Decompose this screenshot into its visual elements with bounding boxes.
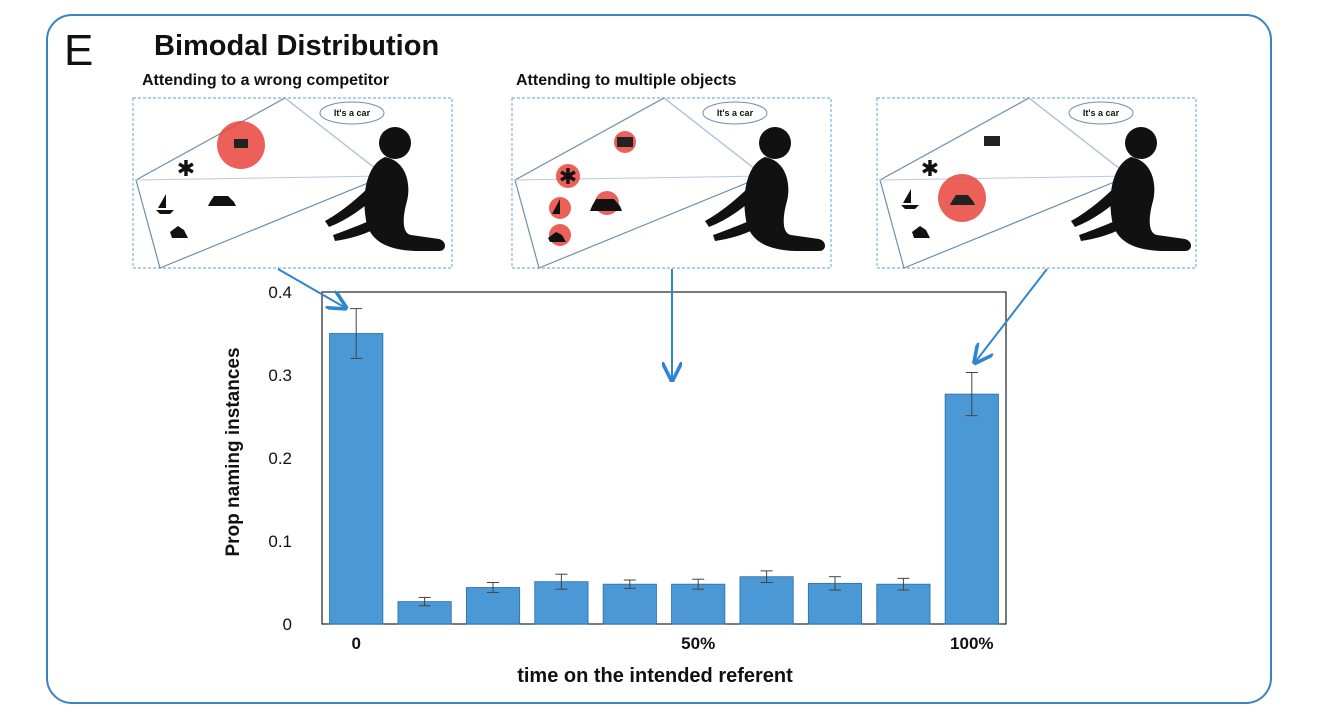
y-tick-label: 0.1 — [268, 532, 292, 551]
bar — [465, 587, 521, 625]
teddy-bear-icon: ✱ — [559, 164, 577, 189]
child-silhouette — [705, 127, 825, 251]
error-bar — [555, 573, 568, 590]
bar-chart: 0 0.1 0.2 0.3 0.4 0 50% 100% Prop naming insta… — [223, 283, 1007, 687]
panel-label: E — [64, 26, 94, 75]
scene-caption-multiple-objects: Attending to multiple objects — [516, 72, 737, 89]
x-axis-label: time on the intended referent — [517, 665, 793, 687]
error-bar — [692, 578, 705, 590]
error-bar — [829, 576, 841, 591]
error-bar — [418, 596, 431, 607]
rocking-horse-icon — [912, 226, 930, 238]
bars-group — [329, 308, 999, 625]
arrow-to-first-bar — [277, 268, 344, 307]
error-bar — [487, 582, 499, 593]
y-axis-label: Prop naming instances — [223, 347, 244, 556]
x-tick-label: 50% — [681, 634, 715, 653]
car-icon — [208, 196, 236, 206]
rocking-horse-icon — [170, 226, 188, 238]
x-tick-label: 0 — [351, 634, 360, 653]
train-icon — [617, 137, 633, 147]
y-tick-label: 0.3 — [268, 366, 292, 385]
arrow-to-last-bar — [976, 268, 1048, 361]
child-silhouette — [325, 127, 445, 251]
x-tick-label: 100% — [950, 634, 993, 653]
sailboat-icon — [552, 199, 560, 214]
sailboat-icon — [156, 194, 174, 214]
speech-bubble-text: It's a car — [717, 108, 754, 118]
error-bar — [350, 308, 363, 359]
bar — [944, 393, 999, 625]
y-tick-label: 0 — [283, 615, 292, 634]
rocking-horse-icon — [548, 232, 566, 242]
bar — [739, 576, 794, 625]
scene-multiple-objects: It's a car ✱ — [511, 97, 832, 269]
scene-wrong-competitor: It's a car ✱ — [132, 97, 453, 269]
sailboat-icon — [901, 189, 919, 209]
car-icon — [950, 195, 975, 205]
error-bar — [965, 372, 978, 417]
train-icon — [984, 136, 1000, 146]
y-tick-label: 0.2 — [268, 449, 292, 468]
speech-bubble-text: It's a car — [334, 108, 371, 118]
bar — [671, 583, 726, 625]
scene-caption-wrong-competitor: Attending to a wrong competitor — [142, 72, 390, 89]
bar — [329, 333, 384, 625]
train-icon — [234, 139, 248, 148]
child-silhouette — [1071, 127, 1191, 251]
bar — [876, 583, 931, 625]
car-icon — [590, 199, 622, 211]
figure-frame — [46, 14, 1272, 704]
error-bar — [897, 577, 910, 591]
error-bar — [760, 570, 773, 583]
x-axis: 0 50% 100% — [351, 634, 993, 653]
y-tick-label: 0.4 — [268, 283, 292, 302]
teddy-bear-icon: ✱ — [921, 156, 939, 181]
bar — [602, 583, 657, 625]
error-bar — [623, 579, 636, 589]
scene-intended-referent: It's a car ✱ — [876, 97, 1197, 269]
y-axis: 0 0.1 0.2 0.3 0.4 — [268, 283, 292, 634]
teddy-bear-icon: ✱ — [177, 156, 195, 181]
speech-bubble-text: It's a car — [1083, 108, 1120, 118]
figure-title: Bimodal Distribution — [154, 30, 440, 62]
plot-area — [321, 291, 1007, 625]
